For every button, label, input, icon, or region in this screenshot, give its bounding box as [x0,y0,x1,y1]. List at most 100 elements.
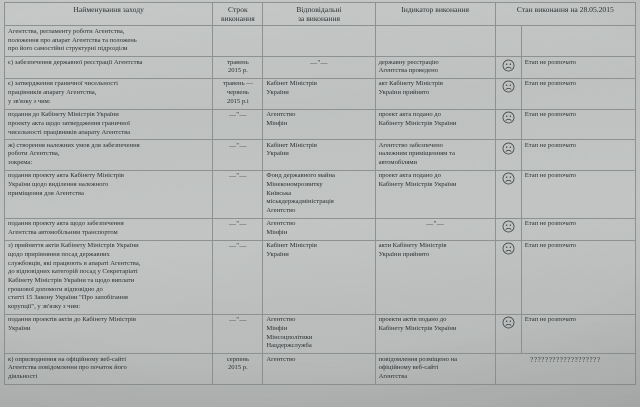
table-row: з) прийняття актів Кабінету Міністрів Ук… [3,239,637,315]
cell-status-icon [494,169,522,219]
unknown-status-text: ??????????????????? [530,355,601,364]
cell-indicator-line: державну реєстрацію [378,58,439,66]
cell-term: —"— [212,169,264,219]
cell-measure: є) забезпечення державної реєстрації Аге… [3,56,214,79]
cell-indicator: акти Кабінету Міністрів України прийнято [374,239,496,315]
cell-measure-line: подання проекту акта щодо забезпечення [8,220,124,228]
cell-responsible-line: України [266,250,289,258]
cell-measure-line: статті 15 Закону України "Про запобіганн… [8,294,128,302]
cell-responsible: Агентство Мінфін [262,108,376,141]
cell-measure: подання проекту акта Кабінету Міністрів У… [3,169,214,219]
status-badge: Етап не розпочато [520,77,637,110]
cell-measure-line: є) забезпечення державної реєстрації Аге… [8,58,143,66]
status-badge: Етап не розпочато [520,217,637,241]
cell-responsible: Кабінет Міністрів України [262,139,376,171]
cell-measure-line: приміщення для Агентства [8,189,84,197]
status-badge: Етап не розпочато [520,169,637,219]
cell-term: серпень 2015 р. [212,353,264,385]
cell-term [212,25,264,58]
cell-status-icon [494,108,522,141]
table-row: подання проектів актів до Кабінету Мініс… [3,313,637,355]
cell-term-line: серпень [226,355,249,363]
sad-face-icon [502,111,515,124]
cell-indicator-line: Кабінету Міністрів України [378,181,457,189]
cell-indicator: проекти актів подано до Кабінету Міністрі… [374,313,496,355]
header-term-line1: Строк [228,4,248,14]
cell-responsible: Агентство Мінфін [262,217,376,241]
cell-measure-line: до відповідних категорій посад у Секрета… [8,268,138,276]
cell-measure: подання проектів актів до Кабінету Мініс… [3,313,214,355]
cell-indicator-line: Агентство забезпечено [378,141,443,149]
cell-measure-line: проекту акта щодо затвердження граничної [8,119,130,127]
status-badge: Етап не розпочато [520,139,637,171]
cell-measure-line: службовців, які працюють в апараті Агент… [8,259,141,267]
cell-indicator-line: офіційному веб-сайті [378,364,439,372]
cell-responsible-line: України [266,150,289,158]
cell-responsible-line: Агентство [266,316,296,324]
cell-measure-line: роботи Агентства, [8,150,60,158]
cell-measure-line: у зв'язку з чим: [8,97,51,105]
table-header-row: Найменування заходу Строк виконання Відп… [3,1,637,27]
cell-indicator-line: Кабінету Міністрів України [378,119,457,127]
cell-term-line: 2015 р. [227,67,248,75]
ditto-mark: —"— [426,220,445,229]
cell-indicator-line: належним приміщенням та [378,150,455,158]
cell-measure: з) прийняття актів Кабінету Міністрів Ук… [3,239,214,315]
table-row: є) забезпечення державної реєстрації Аге… [3,56,637,79]
cell-responsible: —"— [262,56,376,79]
cell-responsible-line: Мінсоцполітики [266,333,313,341]
cell-status-icon [494,139,522,171]
cell-responsible-line: Кабінет Міністрів [266,141,317,149]
cell-term: —"— [212,239,264,315]
cell-indicator: —"— [374,217,496,241]
cell-indicator-line: повідомлення розміщено на [378,355,458,363]
status-badge: Етап не розпочато [520,56,637,79]
cell-measure-line: з) прийняття актів Кабінету Міністрів Ук… [8,242,139,250]
cell-responsible-line: Мінфін [266,325,288,333]
cell-indicator: Агентство забезпечено належним приміщення… [374,139,496,171]
cell-measure: ж) створення належних умов для забезпече… [3,139,214,171]
cell-term: —"— [212,139,264,171]
sad-face-icon [502,316,515,329]
header-term: Строк виконання [212,1,264,27]
cell-responsible-line: Агентство [266,355,296,363]
cell-measure-line: Агентства автомобільним транспортом [8,229,118,237]
sad-face-icon [502,172,515,185]
cell-measure-line: Агентства, регламенту роботи Агентства, [8,27,125,35]
cell-indicator: проект акта подано до Кабінету Міністрів … [374,108,496,141]
cell-responsible-line: Агентство [266,111,296,119]
cell-indicator-line: проекти актів подано до [378,316,447,324]
cell-indicator-line: Агентства проведено [378,67,438,75]
cell-responsible-line: Агентство [266,207,296,215]
cell-measure-line: Кабінету Міністрів України та щодо випла… [8,277,135,285]
cell-term: —"— [212,108,264,141]
cell-indicator-line: України прийнято [378,89,430,97]
cell-term: —"— [212,313,264,355]
cell-indicator-line: України прийнято [378,250,430,258]
table-row: подання проекту акта щодо забезпечення Аг… [3,217,637,241]
ditto-mark: —"— [228,172,247,181]
cell-indicator-line: проект акта подано до [378,111,441,119]
table-row: подання проекту акта Кабінету Міністрів У… [3,169,637,219]
cell-responsible-line: Мінекономрозвитку [266,181,323,189]
cell-measure-line: працівників апарату Агентства, [8,89,97,97]
cell-indicator: акт Кабінету Міністрів України прийнято [374,77,496,110]
cell-status-unknown: ??????????????????? [494,353,637,385]
cell-term: травень — червень 2015 р.і [212,77,264,110]
ditto-mark: —"— [228,316,247,325]
cell-indicator-line: Кабінету Міністрів України [378,325,457,333]
cell-measure: Агентства, регламенту роботи Агентства, п… [3,25,214,58]
table-row: Агентства, регламенту роботи Агентства, п… [3,25,637,58]
cell-status-icon [494,239,522,315]
cell-responsible: Фонд державного майна Мінекономрозвитку Ки… [262,169,376,219]
header-status: Стан виконання на 28.05.2015 [494,1,637,27]
cell-measure-line: щодо прирівняння посад державних [8,250,110,258]
sad-face-icon [502,81,515,93]
cell-responsible: Кабінет Міністрів України [262,239,376,315]
ditto-mark: —"— [310,58,328,67]
cell-measure-line: зокрема: [8,159,33,167]
cell-term-line: травень [226,58,249,66]
cell-responsible: Кабінет Міністрів України [262,77,376,110]
header-responsible-line1: Відповідальні [296,4,342,14]
